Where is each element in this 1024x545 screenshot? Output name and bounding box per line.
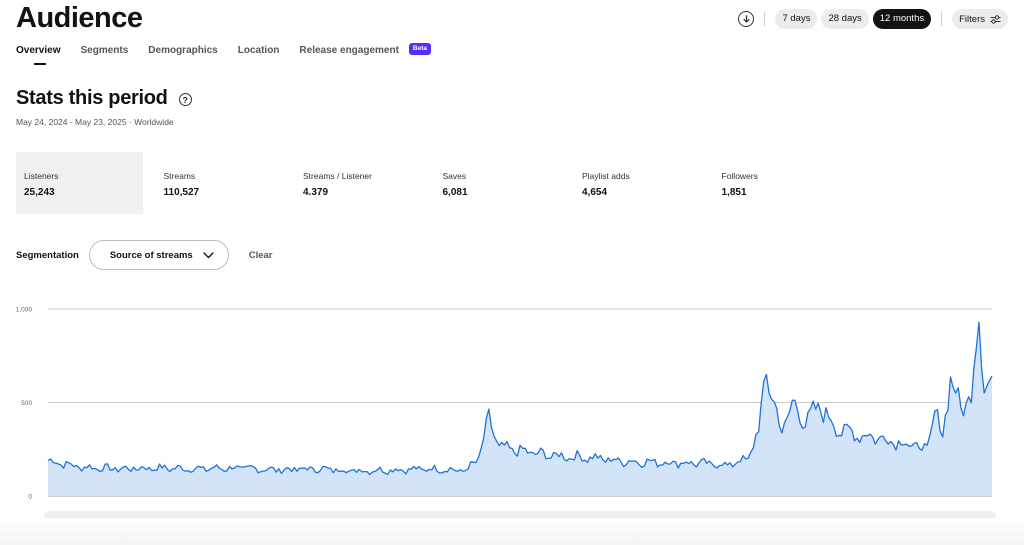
download-icon [743, 14, 750, 23]
stats-header: Stats this period ? [16, 87, 192, 110]
y-tick-label: 0 [28, 494, 32, 501]
metric-label: Playlist adds [582, 171, 630, 181]
tab-overview[interactable]: Overview [16, 45, 60, 65]
metric-label: Saves [442, 171, 467, 181]
metric-followers[interactable]: Followers 1,851 [714, 152, 854, 214]
chevron-down-icon [203, 251, 214, 258]
metric-value: 4,654 [582, 187, 608, 198]
metric-label: Streams / Listener [303, 171, 372, 181]
download-button[interactable] [738, 11, 755, 27]
page-title: Audience [16, 2, 143, 34]
filters-label: Filters [959, 13, 985, 25]
metrics-row: Listeners 25,243 Streams 110,527 Streams… [16, 152, 853, 214]
toolbar-divider [764, 12, 766, 26]
metric-value: 1,851 [721, 187, 747, 198]
metric-playlist-adds[interactable]: Playlist adds 4,654 [574, 152, 714, 214]
sliders-icon [990, 14, 1001, 24]
range-7-days[interactable]: 7 days [775, 9, 818, 29]
range-28-days[interactable]: 28 days [821, 9, 869, 29]
metric-label: Listeners [24, 171, 59, 181]
metric-label: Streams [163, 171, 196, 181]
toolbar-divider [941, 12, 943, 26]
help-icon[interactable]: ? [178, 93, 192, 106]
metric-value: 110,527 [163, 187, 200, 198]
tab-release-engagement[interactable]: Release engagement [299, 45, 399, 56]
x-tick-label: Oct 1 [377, 531, 393, 538]
y-tick-label: 500 [21, 400, 32, 407]
segmentation-value: Source of streams [109, 249, 193, 261]
range-12-months[interactable]: 12 months [872, 9, 932, 29]
chart-svg: 0 500 1,000 Jul 1 Oct 1 Jan 1 Apr 1 [16, 307, 996, 538]
nav-tabs: Overview Segments Demographics Location … [16, 43, 432, 65]
stats-title: Stats this period [16, 87, 168, 109]
listeners-chart: 0 500 1,000 Jul 1 Oct 1 Jan 1 Apr 1 [0, 296, 1024, 545]
beta-badge: Beta [408, 43, 432, 55]
clear-button[interactable]: Clear [248, 249, 273, 261]
date-range-selector: 7 days 28 days 12 months [775, 9, 932, 29]
segmentation-label: Segmentation [16, 249, 79, 261]
metric-value: 6,081 [442, 187, 468, 198]
period-label: May 24, 2024 - May 23, 2025 · Worldwide [16, 117, 174, 127]
tab-segments[interactable]: Segments [80, 45, 129, 56]
x-tick-label: Apr 1 [849, 531, 865, 538]
x-tick-label: Jan 1 [616, 531, 632, 538]
metric-saves[interactable]: Saves 6,081 [435, 152, 575, 214]
metric-listeners[interactable]: Listeners 25,243 [16, 152, 143, 214]
series-line [47, 321, 993, 476]
tab-demographics[interactable]: Demographics [148, 45, 218, 56]
segmentation-bar: Segmentation Source of streams Clear [16, 240, 272, 270]
metric-value: 4.379 [303, 187, 329, 198]
x-tick-label: Jul 1 [140, 531, 154, 538]
filters-button[interactable]: Filters [952, 9, 1008, 29]
series-area [48, 322, 992, 496]
metric-streams[interactable]: Streams 110,527 [156, 152, 296, 214]
segmentation-select[interactable]: Source of streams [88, 240, 229, 270]
metric-value: 25,243 [24, 187, 55, 198]
metric-label: Followers [721, 171, 758, 181]
tab-location[interactable]: Location [237, 45, 280, 56]
metric-streams-per-listener[interactable]: Streams / Listener 4.379 [295, 152, 435, 214]
y-tick-label: 1,000 [16, 307, 33, 314]
toolbar: 7 days 28 days 12 months Filters [738, 9, 1008, 29]
chart-scrollbar [44, 511, 996, 519]
